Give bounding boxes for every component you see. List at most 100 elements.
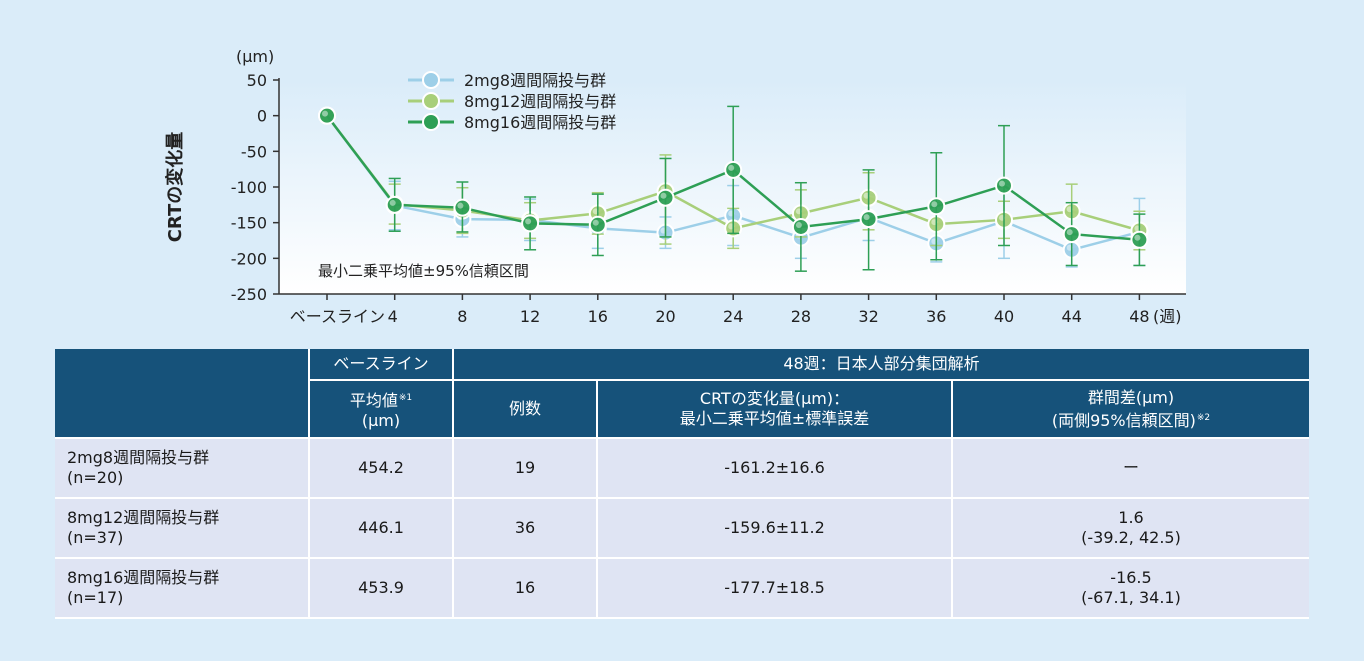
crt-cell: -161.2±16.6	[598, 439, 953, 499]
group-name: 8mg16週間隔投与群	[67, 568, 220, 587]
series-group	[318, 105, 1149, 272]
n-cell: 16	[454, 559, 598, 619]
x-tick-label: 36	[926, 307, 946, 326]
header-blank-cell	[55, 349, 310, 439]
table-row: 2mg8週間隔投与群 (n=20) 454.2 19 -161.2±16.6 ー	[55, 439, 1309, 499]
legend-item: 8mg12週間隔投与群	[408, 92, 616, 111]
row-group-label: 8mg16週間隔投与群 (n=17)	[55, 559, 310, 619]
x-tick-label: 28	[791, 307, 811, 326]
data-point	[791, 217, 810, 236]
x-tick-label: 4	[388, 307, 398, 326]
n-cell: 36	[454, 499, 598, 559]
data-point-highlight	[728, 164, 735, 171]
mean-cell: 454.2	[310, 439, 454, 499]
data-point	[1130, 230, 1149, 249]
data-point-highlight	[999, 180, 1005, 187]
x-tick-label: 44	[1062, 307, 1082, 326]
y-axis-title: CRTの変化量	[164, 132, 186, 243]
x-tick-label: 32	[858, 307, 878, 326]
x-unit-label: (週)	[1153, 307, 1182, 326]
group-n: (n=17)	[67, 588, 124, 607]
table-row: 8mg16週間隔投与群 (n=17) 453.9 16 -177.7±18.5 …	[55, 559, 1309, 619]
header-crt-line1: CRTの変化量(μm)：	[699, 389, 850, 408]
diff-value: 1.6	[1118, 508, 1144, 527]
crt-change-line-chart: 500-50-100-150-200-250 ベースライン 4 8 12 16 20 24 2…	[164, 47, 1186, 326]
legend-item: 2mg8週間隔投与群	[408, 71, 606, 90]
n-cell: 19	[454, 439, 598, 499]
header-diff: 群間差(μm) (両側95%信頼区間)※2	[953, 381, 1309, 439]
y-tick-label: -100	[231, 178, 267, 197]
legend-label: 8mg12週間隔投与群	[464, 92, 616, 111]
header-mean-label: 平均値	[349, 390, 398, 410]
diff-value: -16.5	[1110, 568, 1152, 587]
y-unit-label: (μm)	[236, 47, 274, 66]
data-point	[995, 176, 1013, 195]
diff-cell: ー	[953, 439, 1309, 499]
x-tick-label: 40	[994, 307, 1014, 326]
y-tick-label: 0	[257, 107, 267, 126]
header-diff-line2: (両側95%信頼区間)	[1051, 410, 1196, 430]
legend-item: 8mg16週間隔投与群	[408, 113, 616, 132]
data-point	[927, 197, 946, 216]
data-point	[453, 198, 472, 217]
legend: 2mg8週間隔投与群 8mg12週間隔投与群 8mg16週間隔投与群	[408, 71, 616, 132]
legend-label: 8mg16週間隔投与群	[464, 113, 616, 132]
header-baseline: ベースライン	[310, 349, 454, 381]
x-tick-label: ベースライン	[290, 307, 385, 326]
diff-ci: (-39.2, 42.5)	[1081, 528, 1181, 547]
x-tick-label: 48	[1129, 307, 1149, 326]
data-point-highlight	[592, 219, 599, 226]
mean-cell: 446.1	[310, 499, 454, 559]
y-tick-label: -50	[241, 142, 267, 161]
mean-cell: 453.9	[310, 559, 454, 619]
results-table: ベースライン 48週：日本人部分集団解析 平均値※1 (μm) 例数 CRTの変…	[55, 349, 1309, 619]
y-tick-label: -200	[231, 249, 267, 268]
row-group-label: 8mg12週間隔投与群 (n=37)	[55, 499, 310, 559]
data-point	[656, 188, 675, 207]
data-point-highlight	[1066, 229, 1073, 236]
header-diff-line1: 群間差(μm)	[1087, 387, 1175, 407]
y-tick-label: -250	[231, 285, 267, 304]
x-tick-label: 12	[520, 307, 540, 326]
ci-note: 最小二乗平均値±95%信頼区間	[318, 262, 529, 280]
y-axis: 50 0 -50 -100 -150 -200 -250	[231, 71, 280, 304]
y-tick-label: 50	[247, 71, 267, 90]
data-point-highlight	[389, 199, 396, 206]
data-point	[588, 215, 607, 234]
legend-marker	[422, 113, 440, 131]
header-crt: CRTの変化量(μm)： 最小二乗平均値±標準誤差	[598, 381, 953, 439]
data-point-highlight	[660, 192, 667, 199]
data-point	[318, 106, 336, 125]
diff-ci: (-67.1, 34.1)	[1081, 588, 1181, 607]
legend-marker	[422, 92, 440, 110]
data-point-highlight	[457, 202, 464, 209]
x-tick-label: 16	[588, 307, 608, 326]
diff-cell: -16.5 (-67.1, 34.1)	[953, 559, 1309, 619]
data-point-highlight	[795, 221, 802, 228]
group-name: 8mg12週間隔投与群	[67, 508, 220, 527]
crt-cell: -159.6±11.2	[598, 499, 953, 559]
x-tick-label: 20	[655, 307, 675, 326]
row-group-label: 2mg8週間隔投与群 (n=20)	[55, 439, 310, 499]
header-mean-unit: (μm)	[361, 410, 401, 430]
header-diff-footnote: ※2	[1196, 412, 1211, 423]
data-point	[385, 195, 404, 214]
header-mean-footnote: ※1	[398, 392, 413, 403]
group-n: (n=37)	[67, 528, 124, 547]
data-point-highlight	[525, 218, 532, 225]
table-row: 8mg12週間隔投与群 (n=37) 446.1 36 -159.6±11.2 …	[55, 499, 1309, 559]
header-crt-line2: 最小二乗平均値±標準誤差	[679, 409, 870, 428]
x-tick-label: 8	[457, 307, 467, 326]
data-point	[724, 160, 743, 179]
diff-value: ー	[1122, 458, 1139, 477]
data-point-highlight	[322, 110, 328, 117]
data-point-highlight	[1134, 234, 1141, 241]
data-point	[521, 214, 540, 233]
header-week48: 48週：日本人部分集団解析	[454, 349, 1309, 381]
group-name: 2mg8週間隔投与群	[67, 448, 210, 467]
header-mean: 平均値※1 (μm)	[310, 381, 454, 439]
y-tick-label: -150	[231, 214, 267, 233]
x-tick-label: 24	[723, 307, 743, 326]
data-point	[1062, 225, 1081, 244]
legend-label: 2mg8週間隔投与群	[464, 71, 606, 90]
